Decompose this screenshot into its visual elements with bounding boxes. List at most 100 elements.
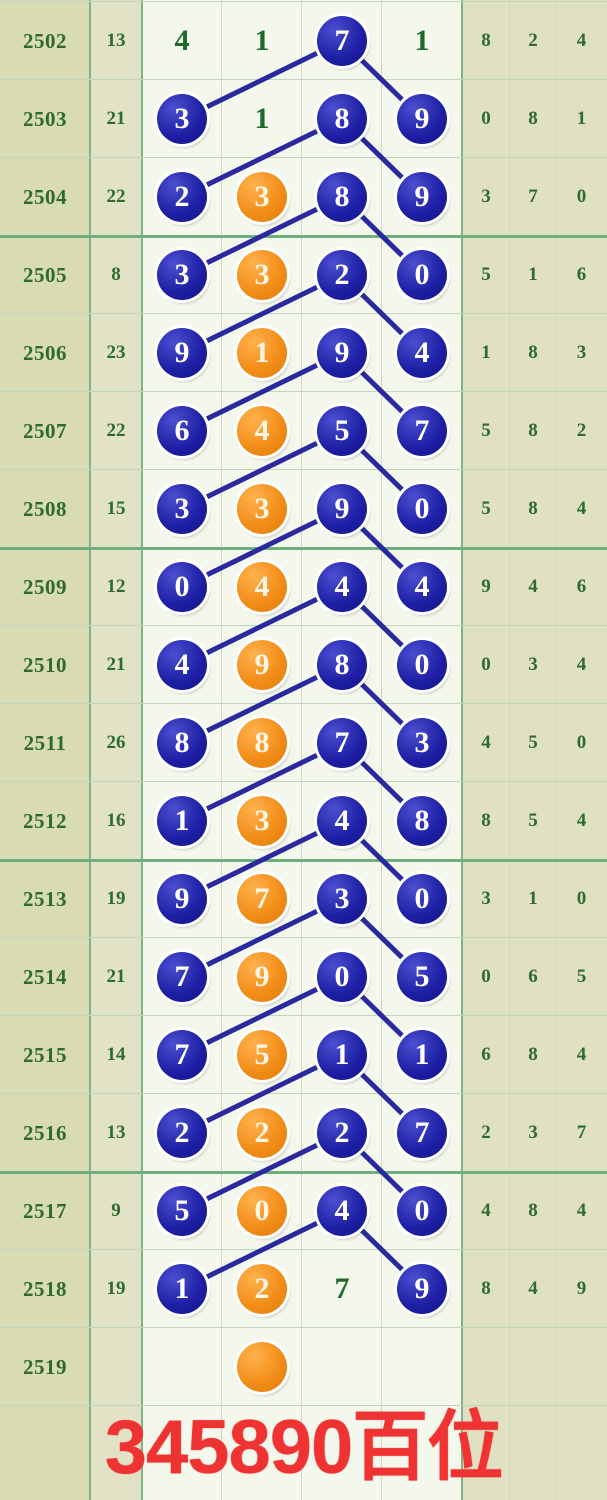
digit-slot[interactable]: 3 xyxy=(222,782,302,860)
digit-slot[interactable]: 0 xyxy=(222,1172,302,1250)
digit-slot[interactable]: 1 xyxy=(302,1016,382,1094)
digit-slot[interactable]: 4 xyxy=(222,548,302,626)
digit-slot[interactable]: 5 xyxy=(142,1172,222,1250)
digit-slot[interactable]: 0 xyxy=(382,470,462,548)
digit-slot[interactable] xyxy=(222,1328,302,1406)
digit-slot[interactable]: 1 xyxy=(222,314,302,392)
table-row[interactable]: 2518 19 1 2 7 9 8 4 9 xyxy=(0,1250,607,1328)
digit-slot[interactable]: 1 xyxy=(142,1250,222,1328)
table-row[interactable]: 2511 26 8 8 7 3 4 5 0 xyxy=(0,704,607,782)
digit-slot[interactable]: 2 xyxy=(142,1094,222,1172)
table-row[interactable]: 2508 15 3 3 9 0 5 8 4 xyxy=(0,470,607,548)
digit-slot[interactable]: 8 xyxy=(302,80,382,158)
table-row[interactable]: 2504 22 2 3 8 9 3 7 0 xyxy=(0,158,607,236)
digit-slot[interactable]: 9 xyxy=(142,314,222,392)
digit-slot[interactable]: 4 xyxy=(382,314,462,392)
digit-slot[interactable]: 9 xyxy=(382,80,462,158)
digit-slot[interactable]: 7 xyxy=(302,704,382,782)
digit-slot[interactable]: 0 xyxy=(302,938,382,1016)
digit-slot[interactable]: 2 xyxy=(302,1094,382,1172)
digit-slot[interactable]: 7 xyxy=(302,2,382,80)
table-row[interactable]: 2510 21 4 9 8 0 0 3 4 xyxy=(0,626,607,704)
digit-slot[interactable]: 2 xyxy=(222,1094,302,1172)
digit-slot[interactable]: 9 xyxy=(302,470,382,548)
digit-slot[interactable]: 0 xyxy=(382,236,462,314)
digit-slot[interactable]: 9 xyxy=(222,626,302,704)
digit-slot[interactable]: 7 xyxy=(142,1016,222,1094)
digit-slot[interactable]: 8 xyxy=(302,158,382,236)
digit-slot[interactable]: 3 xyxy=(142,470,222,548)
digit-slot[interactable]: 4 xyxy=(302,1172,382,1250)
digit-slot[interactable]: 1 xyxy=(382,1016,462,1094)
digit-slot[interactable]: 7 xyxy=(222,860,302,938)
digit-slot[interactable]: 7 xyxy=(302,1250,382,1328)
digit-slot[interactable]: 4 xyxy=(142,2,222,80)
digit-slot[interactable]: 1 xyxy=(142,782,222,860)
digit-slot[interactable]: 4 xyxy=(302,782,382,860)
tail-digit: 6 xyxy=(576,576,587,597)
table-row[interactable]: 2514 21 7 9 0 5 0 6 5 xyxy=(0,938,607,1016)
digit-slot[interactable]: 1 xyxy=(382,2,462,80)
digit-slot[interactable]: 9 xyxy=(142,860,222,938)
row-separator-line xyxy=(0,1093,607,1094)
blue-ball: 0 xyxy=(397,250,447,300)
digit-slot[interactable]: 4 xyxy=(302,548,382,626)
digit-slot[interactable]: 8 xyxy=(142,704,222,782)
digit-slot[interactable]: 2 xyxy=(222,1250,302,1328)
blue-ball: 5 xyxy=(157,1186,207,1236)
digit-slot[interactable]: 3 xyxy=(302,860,382,938)
digit-slot[interactable]: 3 xyxy=(222,158,302,236)
digit-slot[interactable]: 6 xyxy=(142,392,222,470)
digit-slot[interactable]: 0 xyxy=(382,860,462,938)
group-separator-line xyxy=(0,859,607,862)
sum-value: 26 xyxy=(106,732,126,753)
digit-slot[interactable]: 0 xyxy=(382,626,462,704)
table-row[interactable]: 2513 19 9 7 3 0 3 1 0 xyxy=(0,860,607,938)
digit-slot[interactable]: 0 xyxy=(382,1172,462,1250)
table-row[interactable]: 2517 9 5 0 4 0 4 8 4 xyxy=(0,1172,607,1250)
tail-digit: 1 xyxy=(528,888,538,909)
table-row[interactable]: 2506 23 9 1 9 4 1 8 3 xyxy=(0,314,607,392)
digit-slot[interactable]: 3 xyxy=(142,80,222,158)
digit-slot[interactable]: 4 xyxy=(222,392,302,470)
grid-vline-digits-end xyxy=(461,0,463,1500)
digit-slot[interactable]: 7 xyxy=(382,392,462,470)
digit-slot[interactable]: 0 xyxy=(142,548,222,626)
table-row[interactable]: 2512 16 1 3 4 8 8 5 4 xyxy=(0,782,607,860)
digit-slot[interactable]: 2 xyxy=(302,236,382,314)
digit-slot[interactable]: 4 xyxy=(142,626,222,704)
table-row[interactable]: 2502 13 4 1 7 1 8 2 4 xyxy=(0,2,607,80)
digit-slot[interactable]: 1 xyxy=(222,80,302,158)
digit-slot[interactable]: 9 xyxy=(302,314,382,392)
digit-slot[interactable]: 5 xyxy=(222,1016,302,1094)
table-row[interactable]: 2509 12 0 4 4 4 9 4 6 xyxy=(0,548,607,626)
tail-digit: 8 xyxy=(528,342,538,363)
digit-slot[interactable]: 3 xyxy=(222,236,302,314)
blue-ball: 5 xyxy=(397,952,447,1002)
digit-slot[interactable]: 9 xyxy=(222,938,302,1016)
digit-slot[interactable]: 3 xyxy=(382,704,462,782)
table-row[interactable]: 2516 13 2 2 2 7 2 3 7 xyxy=(0,1094,607,1172)
digit-slot[interactable]: 8 xyxy=(382,782,462,860)
table-row[interactable]: 2519 xyxy=(0,1328,607,1406)
digit-slot[interactable]: 3 xyxy=(222,470,302,548)
digit-slot[interactable]: 5 xyxy=(382,938,462,1016)
digit-slot[interactable]: 7 xyxy=(382,1094,462,1172)
table-row[interactable]: 2503 21 3 1 8 9 0 8 1 xyxy=(0,80,607,158)
table-row[interactable]: 2515 14 7 5 1 1 6 8 4 xyxy=(0,1016,607,1094)
sum-value: 12 xyxy=(106,576,126,597)
digit-slot[interactable]: 2 xyxy=(142,158,222,236)
digit-slot[interactable]: 5 xyxy=(302,392,382,470)
digit-slot[interactable]: 4 xyxy=(382,548,462,626)
table-row[interactable]: 2505 8 3 3 2 0 5 1 6 xyxy=(0,236,607,314)
digit-slot[interactable]: 8 xyxy=(222,704,302,782)
tail-digit: 8 xyxy=(528,420,538,441)
digit-slot[interactable]: 1 xyxy=(222,2,302,80)
table-row[interactable]: 2507 22 6 4 5 7 5 8 2 xyxy=(0,392,607,470)
digit-slot[interactable]: 8 xyxy=(302,626,382,704)
digit-slot[interactable]: 3 xyxy=(142,236,222,314)
digit-slot[interactable]: 9 xyxy=(382,158,462,236)
digit-slot[interactable]: 9 xyxy=(382,1250,462,1328)
digit-slot[interactable]: 7 xyxy=(142,938,222,1016)
tail-digit: 8 xyxy=(481,1278,491,1299)
